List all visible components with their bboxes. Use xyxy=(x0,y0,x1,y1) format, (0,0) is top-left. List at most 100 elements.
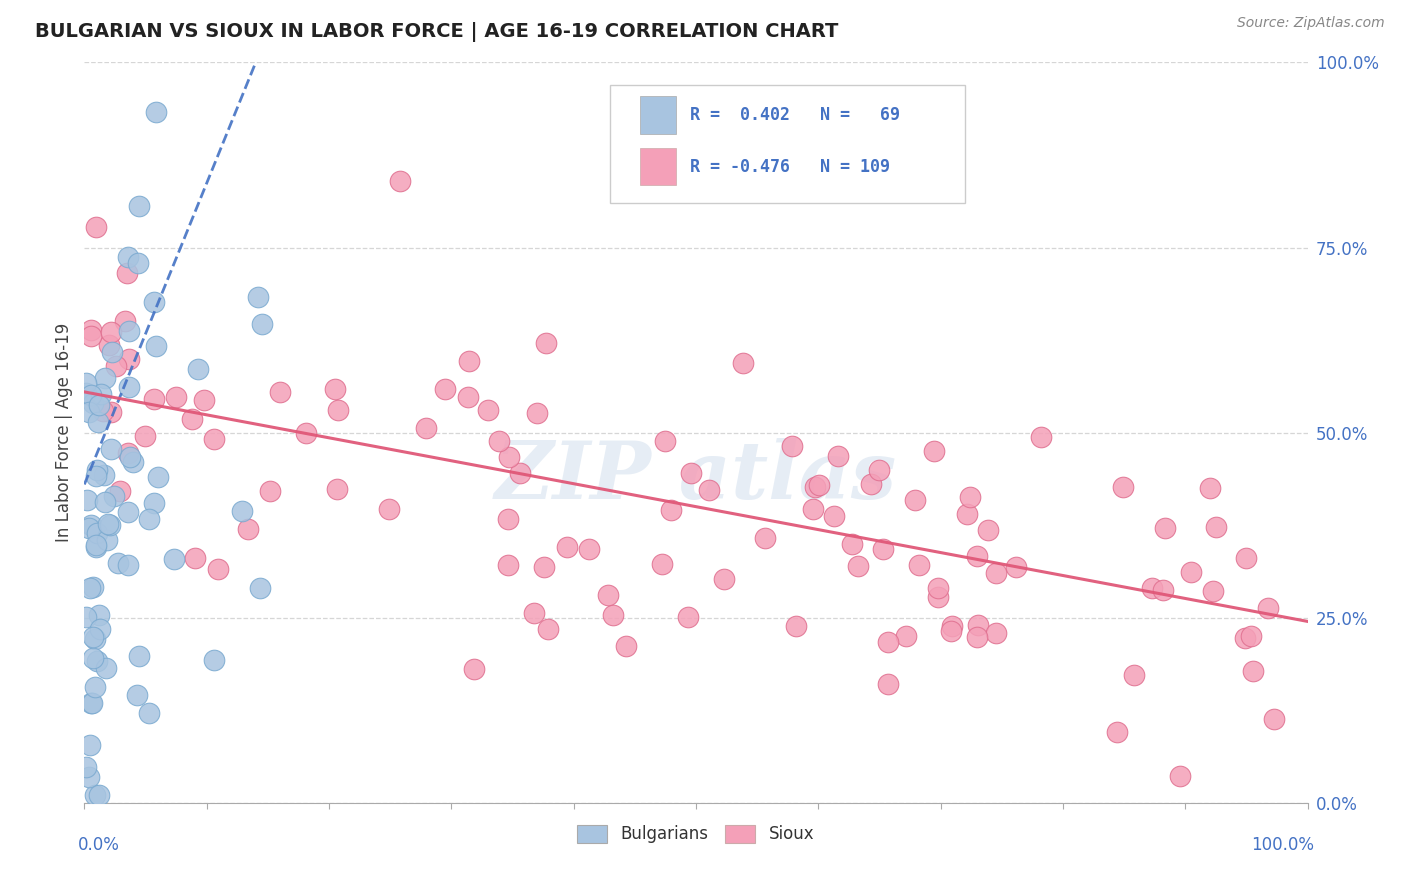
Point xyxy=(533,560,555,574)
Point xyxy=(1140,581,1163,595)
Point xyxy=(79,581,101,595)
Point xyxy=(91,403,114,417)
Point xyxy=(90,387,112,401)
Point xyxy=(1180,566,1202,580)
Point xyxy=(498,450,520,464)
Point xyxy=(86,526,108,541)
Point xyxy=(977,523,1000,537)
Point xyxy=(82,631,104,645)
Text: 0.0%: 0.0% xyxy=(79,836,120,855)
Point xyxy=(134,429,156,443)
Point xyxy=(80,329,103,343)
Point xyxy=(1168,769,1191,783)
Point xyxy=(97,338,120,352)
Point xyxy=(1005,560,1028,574)
Point xyxy=(86,463,108,477)
Point xyxy=(877,634,900,648)
Point xyxy=(165,391,187,405)
Point xyxy=(1205,519,1227,533)
Point xyxy=(679,466,702,480)
Point xyxy=(184,550,207,565)
Text: ZIP atlas: ZIP atlas xyxy=(495,438,897,516)
Point xyxy=(378,501,401,516)
Point xyxy=(87,607,110,622)
Point xyxy=(1154,521,1177,535)
FancyBboxPatch shape xyxy=(640,96,676,134)
Legend: Bulgarians, Sioux: Bulgarians, Sioux xyxy=(571,818,821,850)
Point xyxy=(966,549,988,563)
Text: 100.0%: 100.0% xyxy=(1251,836,1313,855)
Point xyxy=(94,371,117,385)
Point xyxy=(295,426,318,441)
Point xyxy=(526,407,548,421)
Point xyxy=(82,650,104,665)
Point xyxy=(1263,713,1285,727)
Point xyxy=(145,105,167,120)
Point xyxy=(269,384,291,399)
Point xyxy=(162,552,184,566)
Point xyxy=(733,355,755,369)
Point xyxy=(79,738,101,752)
Point xyxy=(75,376,97,391)
Point xyxy=(326,482,349,496)
Point xyxy=(578,542,600,557)
Point xyxy=(941,624,963,639)
Text: Source: ZipAtlas.com: Source: ZipAtlas.com xyxy=(1237,16,1385,30)
Point xyxy=(488,434,510,448)
Point xyxy=(117,504,139,518)
Point xyxy=(82,580,104,594)
Point xyxy=(84,789,107,803)
Point xyxy=(966,630,988,644)
Point xyxy=(108,484,131,499)
Point xyxy=(75,760,97,774)
Point xyxy=(1241,664,1264,678)
Point xyxy=(894,629,917,643)
Point xyxy=(326,403,349,417)
Point xyxy=(105,359,128,374)
Point xyxy=(785,619,807,633)
Point xyxy=(89,623,111,637)
Point xyxy=(523,606,546,620)
Point xyxy=(101,345,124,359)
Point xyxy=(87,416,110,430)
Point xyxy=(463,662,485,676)
Point xyxy=(250,317,273,331)
Point xyxy=(959,491,981,505)
Point xyxy=(846,558,869,573)
FancyBboxPatch shape xyxy=(610,85,965,203)
Point xyxy=(966,618,988,632)
Point xyxy=(138,512,160,526)
Point xyxy=(457,390,479,404)
Point xyxy=(128,648,150,663)
Point xyxy=(1199,481,1222,495)
Point xyxy=(496,512,519,526)
Point xyxy=(82,696,104,710)
Point xyxy=(1240,629,1263,643)
Point xyxy=(754,531,776,545)
Point xyxy=(118,351,141,366)
Point xyxy=(1031,430,1053,444)
Point xyxy=(661,503,683,517)
Point xyxy=(697,483,720,497)
Point xyxy=(117,558,139,572)
Point xyxy=(415,421,437,435)
Point xyxy=(249,581,271,595)
Point xyxy=(247,290,270,304)
Point xyxy=(100,404,122,418)
Point xyxy=(941,618,963,632)
Point xyxy=(841,537,863,551)
Point xyxy=(80,323,103,337)
Point xyxy=(87,397,110,411)
Point xyxy=(82,396,104,410)
Point xyxy=(876,677,898,691)
Point xyxy=(207,562,229,576)
Point xyxy=(927,590,949,604)
Point xyxy=(142,392,165,406)
Point xyxy=(202,653,225,667)
Point xyxy=(236,522,259,536)
Point xyxy=(1234,631,1257,645)
Point xyxy=(181,411,204,425)
Point xyxy=(1202,584,1225,599)
Point xyxy=(1152,583,1174,598)
Point xyxy=(509,467,531,481)
